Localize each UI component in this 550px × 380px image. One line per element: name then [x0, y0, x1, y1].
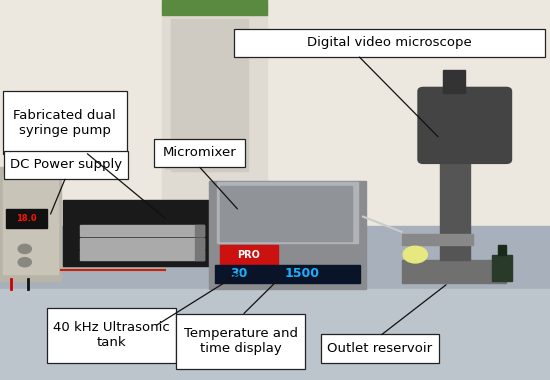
Bar — [217, 182, 358, 243]
Bar — [80, 225, 204, 236]
Text: 40 kHz Ultrasonic
tank: 40 kHz Ultrasonic tank — [53, 321, 170, 349]
Bar — [80, 250, 204, 260]
FancyBboxPatch shape — [47, 308, 176, 363]
Bar — [0, 167, 60, 281]
Bar — [195, 238, 204, 249]
Bar — [0, 0, 550, 228]
Bar — [162, 0, 267, 15]
FancyBboxPatch shape — [154, 139, 245, 167]
Circle shape — [403, 246, 427, 263]
Bar — [80, 238, 204, 249]
Text: 18.0: 18.0 — [15, 214, 36, 223]
Bar — [402, 260, 506, 283]
FancyBboxPatch shape — [321, 334, 439, 363]
FancyBboxPatch shape — [234, 28, 544, 57]
Bar — [63, 200, 214, 266]
Text: Temperature and
time display: Temperature and time display — [184, 327, 298, 355]
Text: Fabricated dual
syringe pump: Fabricated dual syringe pump — [13, 109, 116, 136]
Circle shape — [18, 244, 31, 253]
Circle shape — [18, 258, 31, 267]
Bar — [214, 265, 360, 283]
Bar — [209, 180, 366, 289]
Text: Digital video microscope: Digital video microscope — [307, 36, 471, 49]
FancyBboxPatch shape — [4, 151, 128, 179]
Bar — [195, 225, 204, 236]
Bar — [0, 226, 550, 289]
Circle shape — [170, 149, 190, 163]
Text: Outlet reservoir: Outlet reservoir — [327, 342, 432, 355]
Bar — [165, 144, 195, 169]
Bar — [6, 209, 47, 228]
Text: 1500: 1500 — [285, 268, 320, 280]
Bar — [0, 289, 550, 380]
Text: Micromixer: Micromixer — [162, 146, 236, 160]
Text: 30: 30 — [230, 268, 248, 280]
Text: PRO: PRO — [237, 250, 260, 260]
Text: DC Power supply: DC Power supply — [10, 158, 122, 171]
Bar — [220, 245, 278, 266]
Bar — [162, 0, 267, 228]
Bar — [220, 186, 352, 241]
Bar — [440, 139, 470, 260]
FancyBboxPatch shape — [3, 91, 126, 154]
Bar — [492, 255, 512, 281]
Bar — [3, 175, 58, 274]
Bar — [443, 70, 465, 93]
FancyBboxPatch shape — [176, 314, 305, 369]
Bar — [195, 250, 204, 260]
Bar — [170, 19, 248, 171]
Bar — [498, 245, 506, 255]
Bar — [402, 234, 473, 245]
FancyBboxPatch shape — [418, 87, 512, 163]
